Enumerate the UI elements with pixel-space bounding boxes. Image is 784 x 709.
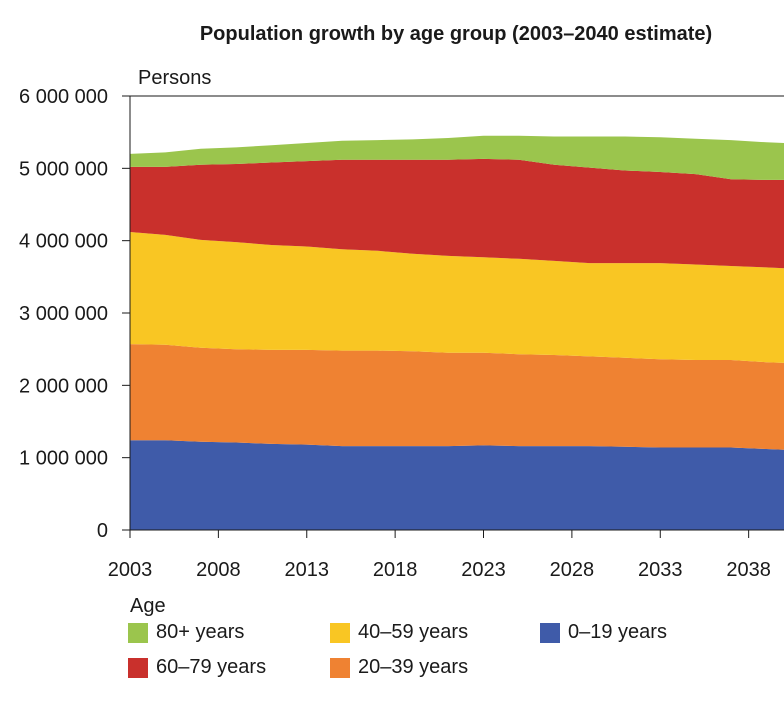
y-tick-label: 5 000 000 (19, 158, 108, 180)
chart-title: Population growth by age group (2003–204… (200, 23, 712, 45)
area-series-group (130, 135, 784, 530)
y-tick-label: 0 (97, 520, 108, 542)
y-tick-label: 1 000 000 (19, 448, 108, 470)
x-tick-label: 2018 (373, 559, 418, 581)
x-tick-label: 2003 (108, 559, 153, 581)
area-20-39-years (130, 344, 784, 450)
x-tick-label: 2038 (726, 559, 771, 581)
y-axis-ticks: 0 1 000 000 2 000 000 3 000 000 4 000 000 5 0… (19, 86, 130, 542)
x-tick-label: 2028 (550, 559, 595, 581)
y-tick-label: 6 000 000 (19, 86, 108, 108)
x-tick-label: 2013 (285, 559, 330, 581)
x-tick-label: 2008 (196, 559, 241, 581)
x-tick-label: 2023 (461, 559, 506, 581)
y-tick-label: 4 000 000 (19, 231, 108, 253)
y-tick-label: 3 000 000 (19, 303, 108, 325)
area-60-79-years (130, 158, 784, 269)
y-tick-label: 2 000 000 (19, 375, 108, 397)
y-axis-label: Persons (138, 67, 211, 89)
area-80plus-years (130, 135, 784, 180)
x-tick-label: 2033 (638, 559, 683, 581)
x-axis-ticks: 2003 2008 2013 2018 2023 2028 2033 2038 (108, 530, 771, 581)
area-0-19-years (130, 440, 784, 530)
area-40-59-years (130, 232, 784, 363)
